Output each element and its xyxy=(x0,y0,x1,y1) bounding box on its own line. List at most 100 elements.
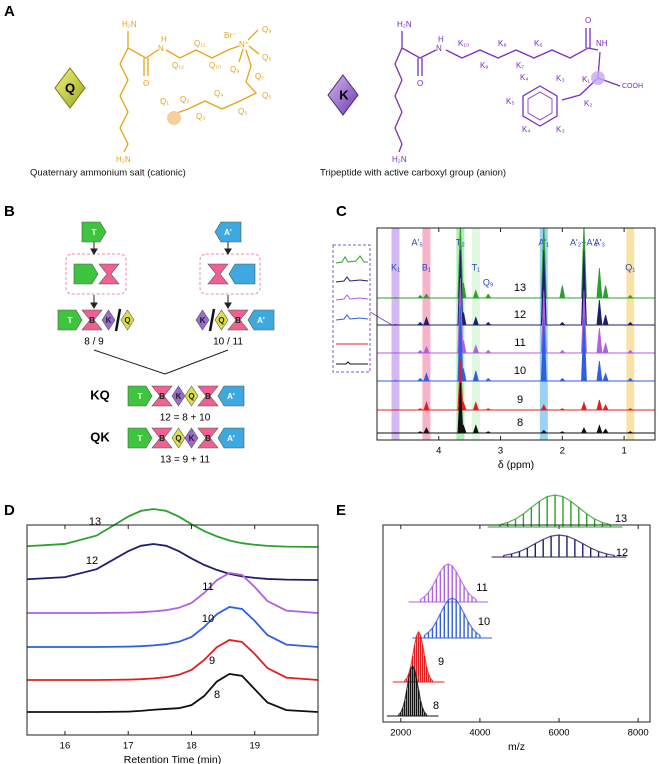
atom-label: Br⁻ xyxy=(224,31,236,40)
peak xyxy=(417,408,423,411)
icon-label: Q xyxy=(65,80,75,95)
atom-label: H xyxy=(438,35,444,44)
caption: Tripeptide with active carboxyl group (a… xyxy=(320,168,506,179)
peak xyxy=(626,321,634,326)
scheme-layout xyxy=(65,242,261,375)
block-label: A' xyxy=(227,434,235,443)
panel-label: E xyxy=(336,502,346,519)
series-label: 13 xyxy=(514,282,526,294)
block-label: A' xyxy=(257,316,265,325)
peak xyxy=(460,368,467,382)
series-label: 8 xyxy=(517,417,523,429)
block xyxy=(207,263,229,285)
atom-label: Q₉ xyxy=(230,65,239,74)
peak xyxy=(559,285,566,299)
peak xyxy=(472,370,479,382)
plot-frame xyxy=(376,227,656,441)
series-label: 9 xyxy=(209,655,215,667)
x-tick-label: 4 xyxy=(436,446,441,457)
atom-label: K₁ xyxy=(582,75,590,84)
envelope xyxy=(404,630,433,681)
peak xyxy=(423,372,430,382)
envelope xyxy=(420,563,477,600)
atom-label: Q₈ xyxy=(262,53,272,62)
row-label: KQ xyxy=(90,387,110,402)
peak xyxy=(540,318,547,382)
peak xyxy=(626,294,634,299)
peak xyxy=(485,408,491,411)
block xyxy=(98,263,120,285)
peak xyxy=(596,267,603,299)
peak xyxy=(423,401,430,411)
trace xyxy=(26,508,319,548)
peak xyxy=(540,429,548,434)
peak xyxy=(540,404,547,411)
peak xyxy=(581,318,587,382)
panel-label: A xyxy=(4,3,15,20)
series-label: 11 xyxy=(202,581,213,593)
atom-label: K₉ xyxy=(480,61,489,70)
x-tick-label: 19 xyxy=(249,741,260,752)
annotation: K₁ xyxy=(391,262,400,272)
block xyxy=(81,221,107,243)
block xyxy=(227,309,249,331)
x-axis-label: Retention Time (min) xyxy=(124,754,221,764)
block xyxy=(151,385,173,407)
slash xyxy=(208,308,216,332)
peak xyxy=(580,401,588,411)
atom-label: Q₆ xyxy=(262,91,271,100)
series-label: 9 xyxy=(517,394,523,406)
x-tick-label: 6000 xyxy=(548,728,569,739)
envelope xyxy=(499,494,611,526)
atom-label: COOH xyxy=(622,83,643,90)
inset xyxy=(332,244,393,373)
peak xyxy=(485,431,491,434)
icon-k: K xyxy=(327,74,359,116)
peak xyxy=(602,428,609,434)
block xyxy=(184,427,199,449)
series-label: 10 xyxy=(514,365,526,377)
atom-label: Q₄ xyxy=(214,89,224,98)
atom-label: H₂N xyxy=(397,20,412,29)
peak xyxy=(392,380,399,382)
series-label: 13 xyxy=(89,516,101,528)
atom-label: O xyxy=(417,79,423,88)
x-tick-label: 17 xyxy=(123,741,134,752)
block-label: B xyxy=(159,434,165,443)
band xyxy=(391,228,400,440)
block-label: B xyxy=(235,316,241,325)
envelope xyxy=(398,664,427,715)
panel-label: D xyxy=(4,502,15,519)
x-tick-label: 2 xyxy=(560,446,565,457)
annotation: A'₅ xyxy=(411,237,423,247)
peak xyxy=(457,382,464,434)
icon-q: Q xyxy=(54,67,86,109)
block-label: A' xyxy=(227,392,235,401)
x-tick-label: 3 xyxy=(498,446,503,457)
caption: Quaternary ammonium salt (cationic) xyxy=(30,168,186,179)
peak xyxy=(596,424,603,434)
atom-label: Q₃ xyxy=(196,112,205,121)
atom-label: K₆ xyxy=(534,39,543,48)
equation: 12 = 8 + 10 xyxy=(160,413,211,424)
series-label: 12 xyxy=(616,547,628,559)
peak xyxy=(392,297,399,299)
atom-label: K₂ xyxy=(584,99,592,108)
series-label: 12 xyxy=(514,309,526,321)
x-axis-label: m/z xyxy=(508,741,525,753)
series-label: 10 xyxy=(202,613,214,625)
block xyxy=(217,385,245,407)
envelope xyxy=(503,534,615,557)
annotation: T₁ xyxy=(472,262,481,272)
atom-label: K₄ xyxy=(520,73,529,82)
block xyxy=(247,309,275,331)
atom-label: Q₂ xyxy=(180,95,189,104)
block-label: K xyxy=(176,392,182,401)
block xyxy=(127,385,153,407)
atom-label: H₂N xyxy=(116,155,131,164)
trace xyxy=(27,639,319,681)
atom-label: K₈ xyxy=(498,39,507,48)
peak xyxy=(602,372,609,382)
atom-label: H xyxy=(161,35,167,44)
